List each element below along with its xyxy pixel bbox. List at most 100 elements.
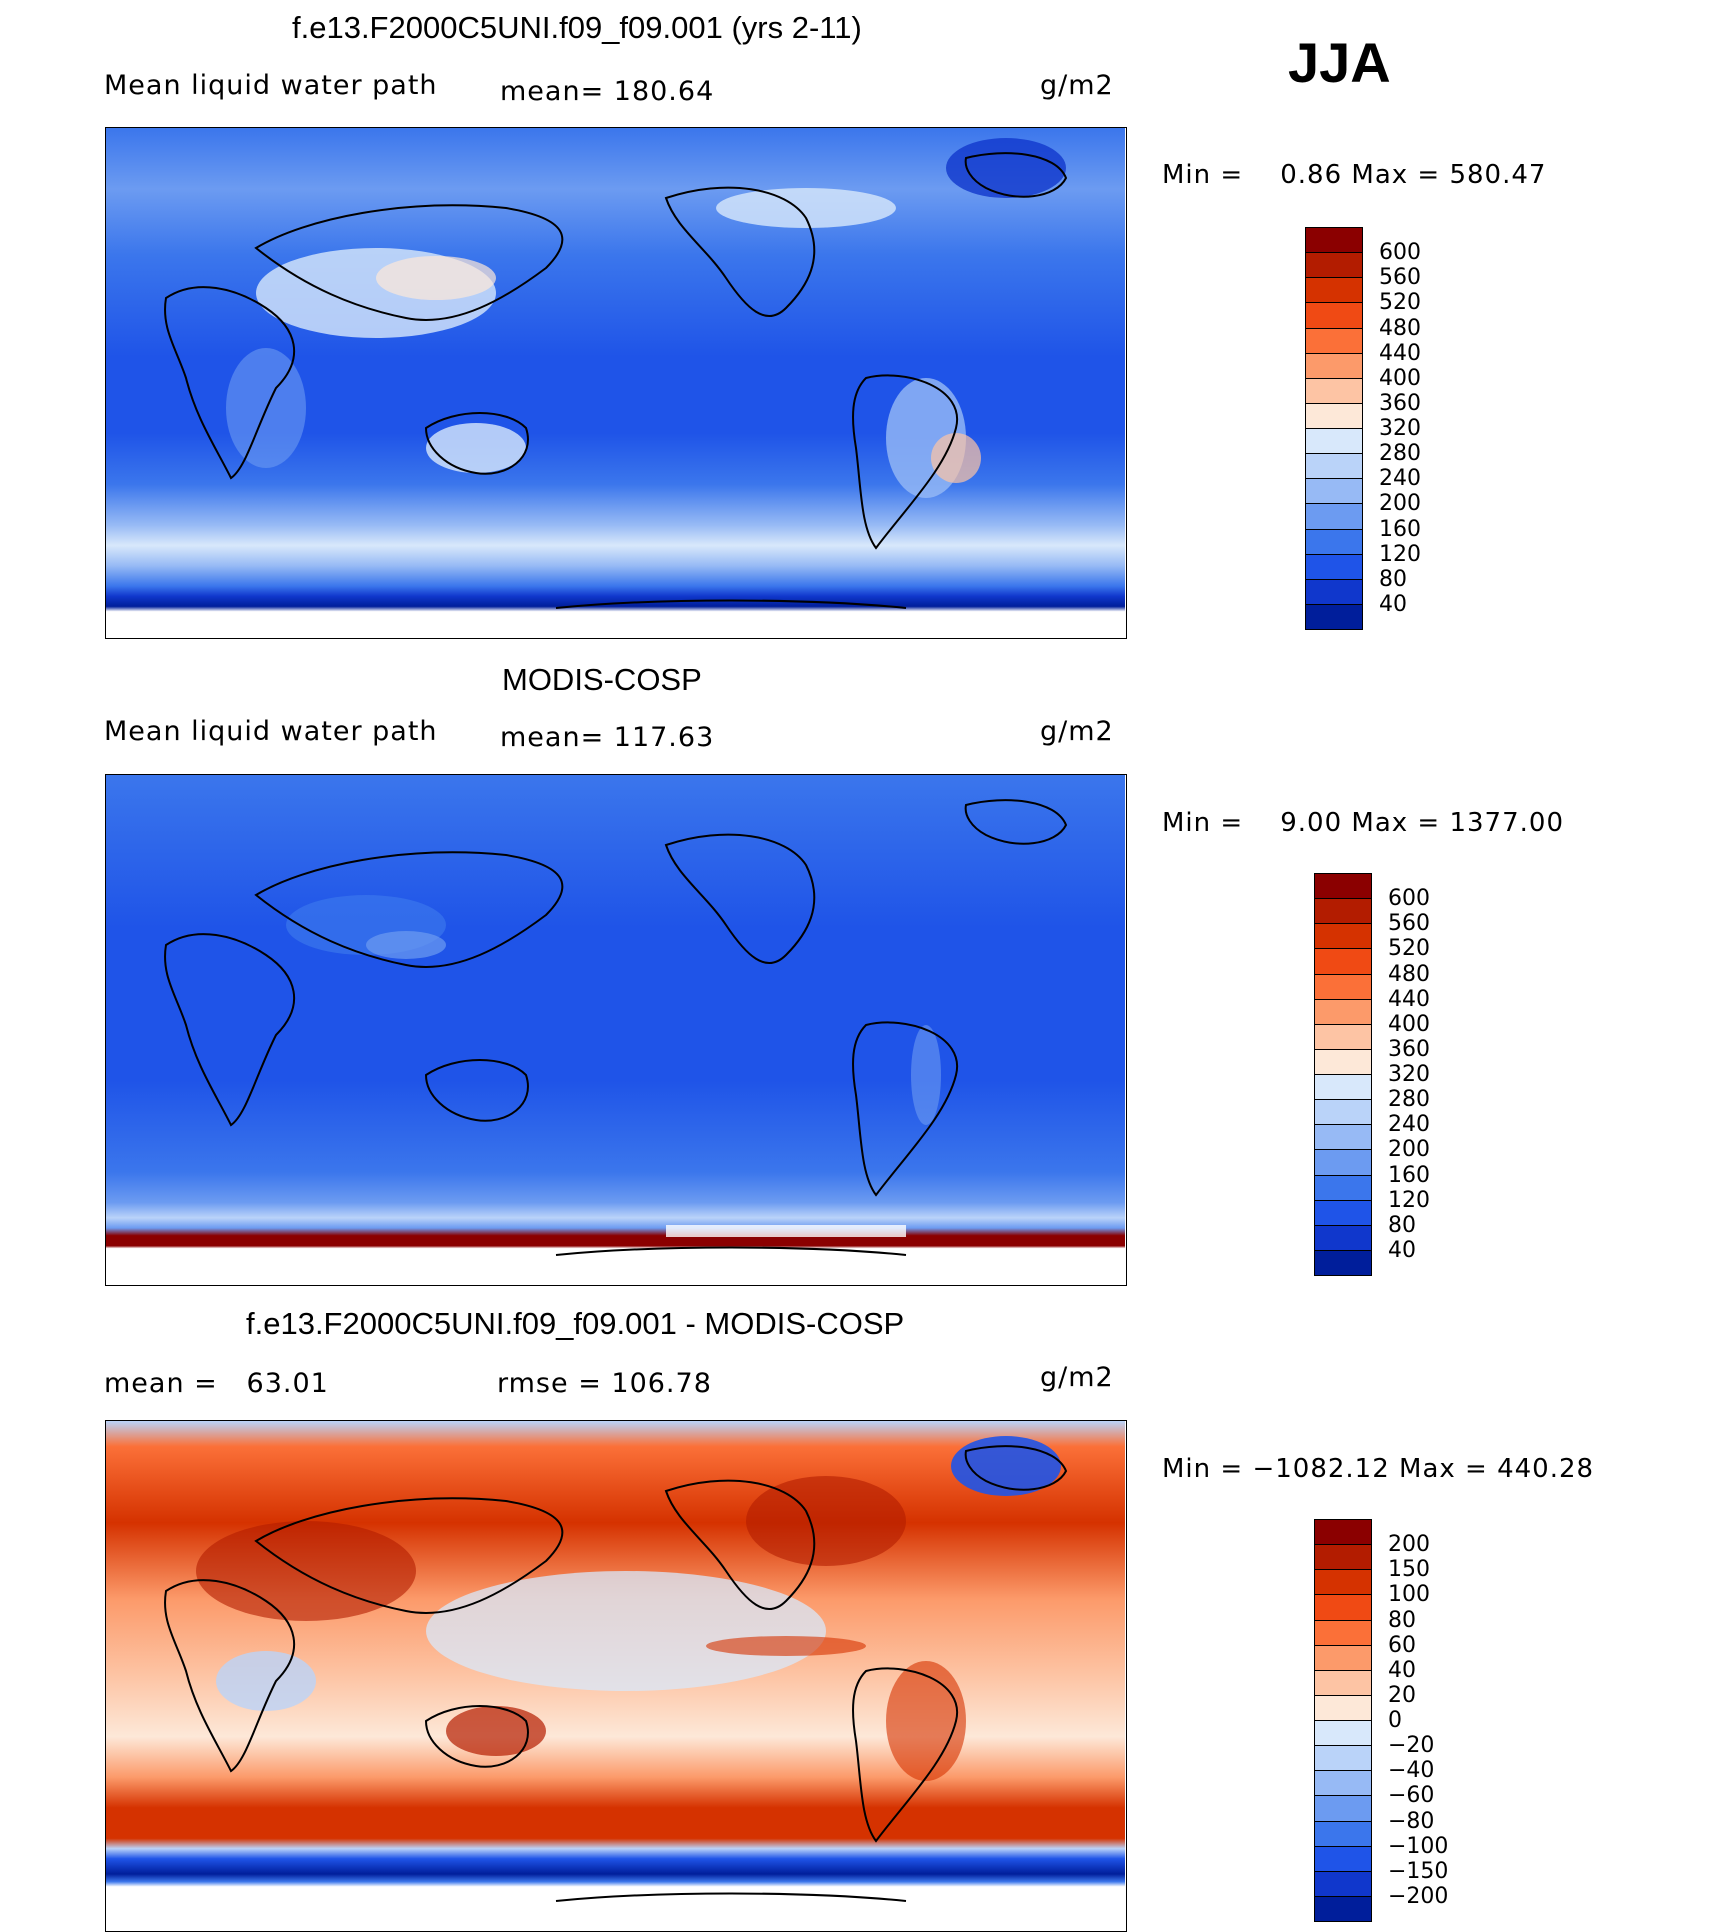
panel2-map-plot xyxy=(106,775,1125,1284)
colorbar-swatch xyxy=(1314,873,1372,900)
colorbar-swatch xyxy=(1305,377,1363,404)
colorbar-swatch xyxy=(1314,1074,1372,1101)
colorbar-tick-label: 240 xyxy=(1379,466,1421,492)
colorbar-tick-label: 200 xyxy=(1388,1137,1430,1163)
season-label: JJA xyxy=(1288,31,1391,94)
colorbar-tick-label: 160 xyxy=(1379,516,1421,542)
panel2-map xyxy=(105,774,1127,1286)
colorbar-swatch xyxy=(1305,578,1363,605)
colorbar-swatch xyxy=(1305,503,1363,530)
panel2-min-max: Min = 9.00 Max = 1377.00 xyxy=(1162,808,1564,838)
colorbar-tick-label: 200 xyxy=(1388,1532,1430,1558)
panel3-map xyxy=(105,1420,1127,1932)
colorbar-tick-label: 80 xyxy=(1379,566,1407,592)
colorbar-tick-label: 160 xyxy=(1388,1162,1430,1188)
colorbar-swatch xyxy=(1305,478,1363,505)
colorbar-tick-label: −80 xyxy=(1388,1808,1435,1834)
colorbar-swatch xyxy=(1305,352,1363,379)
panel1-units: g/m2 xyxy=(1040,70,1114,101)
colorbar-tick-label: 40 xyxy=(1388,1237,1416,1263)
colorbar-swatch xyxy=(1314,1619,1372,1646)
panel3-colorbar: 200 150 100 80 60 40 20 0 −20 −40 −60 −80 −100 −150 −2… xyxy=(1314,1519,1494,1922)
colorbar-tick-label: 100 xyxy=(1388,1582,1430,1608)
colorbar-tick-label: 150 xyxy=(1388,1557,1430,1583)
panel3-map-plot xyxy=(106,1421,1125,1930)
colorbar-tick-label: 360 xyxy=(1379,390,1421,416)
colorbar-tick-label: 60 xyxy=(1388,1632,1416,1658)
colorbar-tick-label: −150 xyxy=(1388,1858,1449,1884)
colorbar-swatch xyxy=(1314,1669,1372,1696)
colorbar-swatch xyxy=(1314,1569,1372,1596)
colorbar-swatch xyxy=(1314,973,1372,1000)
colorbar-tick-label: 600 xyxy=(1379,240,1421,266)
colorbar-swatch xyxy=(1305,227,1363,254)
colorbar-swatch xyxy=(1314,1795,1372,1822)
colorbar-swatch xyxy=(1314,1745,1372,1772)
colorbar-tick-label: −200 xyxy=(1388,1883,1449,1909)
colorbar-swatch xyxy=(1314,1694,1372,1721)
colorbar-tick-label: −100 xyxy=(1388,1833,1449,1859)
panel1-map-plot xyxy=(106,128,1125,637)
colorbar-tick-label: 120 xyxy=(1379,541,1421,567)
colorbar-tick-label: 0 xyxy=(1388,1708,1402,1733)
colorbar-swatch xyxy=(1314,1544,1372,1571)
colorbar-tick-label: 200 xyxy=(1379,491,1421,517)
colorbar-swatch xyxy=(1314,1870,1372,1897)
colorbar-tick-label: 560 xyxy=(1388,911,1430,937)
colorbar-swatch xyxy=(1314,1048,1372,1075)
colorbar-swatch xyxy=(1314,923,1372,950)
colorbar-swatch xyxy=(1314,948,1372,975)
panel2-units: g/m2 xyxy=(1040,716,1114,747)
colorbar-tick-label: 440 xyxy=(1379,340,1421,366)
colorbar-swatch xyxy=(1314,1720,1372,1747)
panel1-colorbar: 600 560 520 480 440 400 360 320 280 240 200 160 120 8… xyxy=(1305,227,1465,630)
colorbar-swatch xyxy=(1314,1594,1372,1621)
panel3-units: g/m2 xyxy=(1040,1362,1114,1393)
colorbar-tick-label: 320 xyxy=(1379,416,1421,441)
colorbar-tick-label: 600 xyxy=(1388,886,1430,912)
colorbar-tick-label: −40 xyxy=(1388,1758,1435,1784)
colorbar-swatch xyxy=(1314,1845,1372,1872)
colorbar-swatch xyxy=(1314,1124,1372,1151)
colorbar-swatch xyxy=(1305,453,1363,480)
colorbar-swatch xyxy=(1314,1770,1372,1797)
panel3-min-max: Min = −1082.12 Max = 440.28 xyxy=(1162,1454,1595,1484)
colorbar-swatch xyxy=(1314,1099,1372,1126)
colorbar-swatch xyxy=(1314,1174,1372,1201)
colorbar-swatch xyxy=(1314,1023,1372,1050)
colorbar-swatch xyxy=(1314,1519,1372,1546)
colorbar-swatch xyxy=(1305,528,1363,555)
panel3-rmse-text: rmse = 106.78 xyxy=(497,1368,712,1399)
colorbar-tick-label: 560 xyxy=(1379,265,1421,291)
colorbar-tick-label: 20 xyxy=(1388,1682,1416,1708)
colorbar-tick-label: 280 xyxy=(1388,1087,1430,1113)
colorbar-tick-label: −20 xyxy=(1388,1733,1435,1759)
panel1-variable-label: Mean liquid water path xyxy=(104,70,438,101)
colorbar-tick-label: 400 xyxy=(1388,1011,1430,1037)
colorbar-swatch xyxy=(1305,302,1363,329)
colorbar-tick-label: 480 xyxy=(1379,315,1421,341)
colorbar-swatch xyxy=(1305,553,1363,580)
colorbar-swatch xyxy=(1314,1199,1372,1226)
panel1-map xyxy=(105,127,1127,639)
colorbar-tick-label: 280 xyxy=(1379,441,1421,467)
panel3-mean-text: mean = 63.01 xyxy=(104,1368,329,1399)
colorbar-tick-label: 120 xyxy=(1388,1187,1430,1213)
colorbar-tick-label: 520 xyxy=(1388,936,1430,962)
panel1-min-max: Min = 0.86 Max = 580.47 xyxy=(1162,160,1547,190)
panel2-title: MODIS-COSP xyxy=(502,662,702,697)
colorbar-tick-label: 480 xyxy=(1388,961,1430,987)
panel2-variable-label: Mean liquid water path xyxy=(104,716,438,747)
colorbar-swatch xyxy=(1305,428,1363,455)
colorbar-swatch xyxy=(1305,603,1363,630)
panel1-mean-text: mean= 180.64 xyxy=(500,76,715,107)
colorbar-tick-label: 360 xyxy=(1388,1036,1430,1062)
colorbar-tick-label: 80 xyxy=(1388,1212,1416,1238)
colorbar-swatch xyxy=(1314,1895,1372,1922)
colorbar-swatch xyxy=(1314,1224,1372,1251)
colorbar-tick-label: 240 xyxy=(1388,1112,1430,1138)
colorbar-swatch xyxy=(1314,1249,1372,1276)
panel2-mean-text: mean= 117.63 xyxy=(500,722,715,753)
colorbar-swatch xyxy=(1314,1644,1372,1671)
panel2-colorbar: 600 560 520 480 440 400 360 320 280 240 200 160 120 8… xyxy=(1314,873,1474,1276)
